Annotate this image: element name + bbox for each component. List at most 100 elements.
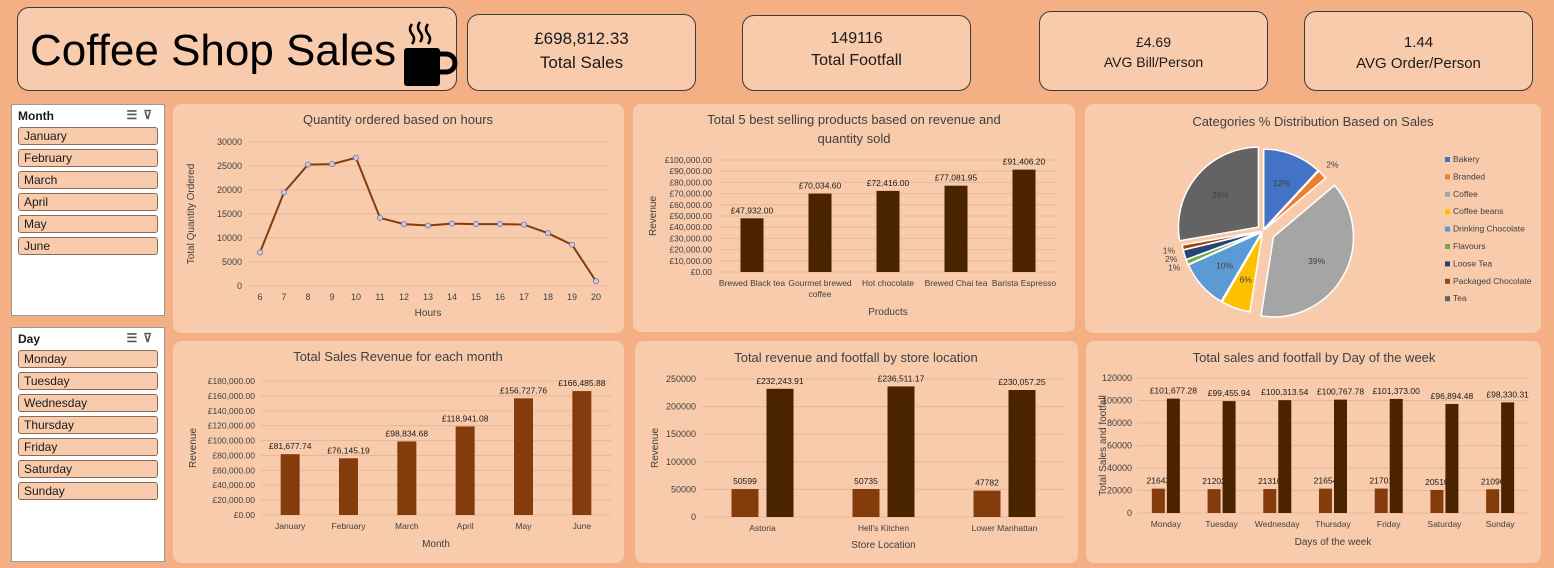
slicer-header: Month ☰⊽ (12, 105, 164, 127)
slicer-item-may[interactable]: May (18, 215, 158, 233)
y-tick-label: 100000 (666, 457, 696, 467)
chart-panel-stores: Total revenue and footfall by store loca… (635, 341, 1078, 563)
pie-slice (1263, 169, 1327, 231)
bar (1012, 169, 1036, 272)
y-tick-label: 0 (691, 512, 696, 522)
data-label: £76,145.19 (327, 445, 370, 455)
y-tick-label: £120,000.00 (208, 421, 256, 431)
data-label: 21643 (1147, 476, 1171, 486)
data-label: £236,511.17 (878, 373, 925, 383)
kpi-value: 1.44 (1403, 34, 1434, 51)
y-tick-label: £40,000.00 (212, 480, 255, 490)
kpi-total-sales: £698,812.33 Total Sales (467, 14, 696, 91)
y-tick-label: 30000 (217, 137, 242, 147)
legend-label: Loose Tea (1453, 258, 1492, 268)
y-tick-label: 200000 (666, 402, 696, 412)
slice-label: 39% (1308, 256, 1325, 266)
slicer-item-friday[interactable]: Friday (18, 438, 158, 456)
x-axis-title: Store Location (851, 540, 916, 551)
slicer-item-thursday[interactable]: Thursday (18, 416, 158, 434)
x-tick-label: 18 (543, 292, 553, 302)
y-tick-label: 100000 (1102, 396, 1132, 406)
data-point (545, 230, 551, 237)
legend-label: Branded (1453, 171, 1485, 181)
chart-title: Total sales and footfall by Day of the w… (1193, 350, 1436, 365)
pie-slice (1177, 146, 1260, 242)
x-tick-label: 16 (495, 292, 505, 302)
legend-label: Tea (1453, 293, 1467, 303)
bar (1222, 401, 1236, 513)
y-axis-title: Revenue (188, 428, 199, 468)
slice-label: 10% (1216, 260, 1233, 270)
legend-label: Coffee (1453, 189, 1478, 199)
x-tick-label: 9 (329, 292, 334, 302)
slicer-item-monday[interactable]: Monday (18, 350, 158, 368)
slicer-item-sunday[interactable]: Sunday (18, 482, 158, 500)
kpi-value: 149116 (830, 30, 883, 47)
x-tick-label: 7 (281, 292, 286, 302)
slicer-item-saturday[interactable]: Saturday (18, 460, 158, 478)
multi-select-icon[interactable]: ☰ (126, 331, 144, 345)
slicer-item-march[interactable]: March (18, 171, 158, 189)
kpi-value: £698,812.33 (534, 29, 629, 48)
data-point (329, 161, 335, 168)
kpi-label: AVG Bill/Person (1103, 54, 1204, 70)
data-label: £100,767.78 (1317, 387, 1365, 397)
kpi-label: Total Footfall (811, 52, 902, 69)
hours-line-chart: Quantity ordered based on hours 0 5000 1000… (186, 112, 608, 319)
slicer-item-april[interactable]: April (18, 193, 158, 211)
x-tick-label: 6 (257, 292, 262, 302)
slicer-item-wednesday[interactable]: Wednesday (18, 394, 158, 412)
y-tick-label: £70,000.00 (669, 189, 712, 199)
bar (397, 441, 417, 515)
bar (1430, 489, 1444, 513)
chart-title: Categories % Distribution Based on Sales (1192, 114, 1434, 129)
products-bar-chart: Total 5 best selling products based on r… (648, 112, 1058, 318)
data-label: £47,932.00 (731, 205, 774, 215)
data-point (425, 222, 431, 229)
slice-label: 2% (1326, 160, 1339, 170)
y-tick-label: £0.00 (234, 510, 256, 520)
y-tick-label: 40000 (1107, 463, 1132, 473)
slicer-item-june[interactable]: June (18, 237, 158, 255)
title-card: Coffee Shop Sales (17, 7, 458, 91)
y-tick-label: 0 (237, 281, 242, 291)
slicer-item-january[interactable]: January (18, 127, 158, 145)
clear-filter-icon[interactable]: ⊽ (143, 331, 158, 345)
y-tick-label: £60,000.00 (669, 200, 712, 210)
slicer-title: Day (18, 332, 41, 346)
legend-label: Bakery (1453, 154, 1480, 164)
legend-label: Drinking Chocolate (1453, 224, 1525, 234)
y-tick-label: £60,000.00 (212, 465, 255, 475)
data-label: 21310 (1258, 476, 1282, 486)
y-tick-label: 20000 (1107, 486, 1132, 496)
y-axis-title: Revenue (650, 428, 661, 468)
chart-panel-categories: Categories % Distribution Based on Sales… (1085, 104, 1541, 333)
clear-filter-icon[interactable]: ⊽ (143, 108, 158, 122)
pie-slice (1260, 184, 1355, 318)
slicer-item-february[interactable]: February (18, 149, 158, 167)
slice-label: 1% (1168, 262, 1181, 272)
data-label: 21096 (1481, 476, 1505, 486)
slicer-item-tuesday[interactable]: Tuesday (18, 372, 158, 390)
x-axis-title: Month (422, 539, 450, 550)
bar (455, 426, 475, 515)
kpi-value: £4.69 (1135, 34, 1172, 50)
slice-label: 2% (1165, 254, 1178, 264)
chart-title: Total revenue and footfall by store loca… (734, 350, 978, 365)
day-slicer: Day ☰⊽ Monday Tuesday Wednesday Thursday Fri… (11, 327, 165, 562)
days-bar-chart: Total sales and footfall by Day of the w… (1098, 350, 1529, 548)
data-label: £72,416.00 (867, 178, 910, 188)
bar (876, 190, 900, 272)
legend-swatch (1445, 261, 1450, 267)
y-tick-label: £100,000.00 (665, 155, 713, 165)
multi-select-icon[interactable]: ☰ (126, 108, 144, 122)
data-label: £101,677.28 (1150, 386, 1198, 396)
legend-swatch (1445, 209, 1450, 215)
bar (944, 185, 968, 272)
chart-panel-products: Total 5 best selling products based on r… (633, 104, 1075, 332)
bar (572, 391, 592, 515)
x-tick-label: May (515, 521, 532, 531)
y-tick-label: 250000 (666, 374, 696, 384)
x-tick-label: Thursday (1315, 519, 1351, 529)
